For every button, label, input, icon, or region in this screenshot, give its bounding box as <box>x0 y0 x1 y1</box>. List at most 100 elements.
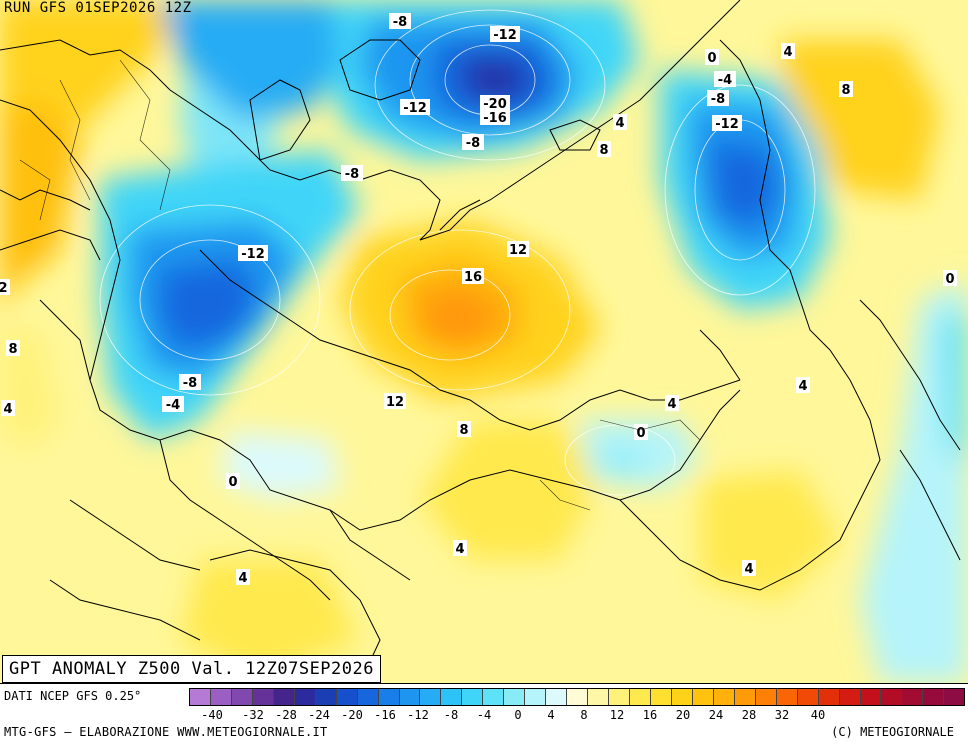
contour-label-text: -8 <box>345 167 359 182</box>
colorbar-swatch <box>483 689 505 705</box>
colorbar-swatch <box>420 689 442 705</box>
contour-label-text: 4 <box>615 116 624 131</box>
colorbar-swatch <box>525 689 547 705</box>
colorbar-tick-label: -12 <box>407 708 429 722</box>
data-source-label: DATI NCEP GFS 0.25° <box>4 689 142 703</box>
contour-label-text: 4 <box>744 562 753 577</box>
contour-label-n8-e: -8 <box>179 374 201 391</box>
colorbar-swatch <box>609 689 631 705</box>
colorbar-tick-label: -8 <box>443 708 459 722</box>
contour-label-text: 12 <box>509 243 527 258</box>
colorbar-swatch <box>713 689 735 705</box>
contour-label-text: 0 <box>945 272 954 287</box>
colorbar-swatch <box>944 689 965 705</box>
contour-label-4-g: 4 <box>236 569 250 586</box>
contour-label-4-b: 4 <box>613 114 627 131</box>
contour-label-8-d: 8 <box>6 340 20 357</box>
contour-label-text: 4 <box>238 571 247 586</box>
colorbar-swatch <box>567 689 589 705</box>
contour-label-n4-b: -4 <box>162 396 184 413</box>
contour-label-text: 0 <box>707 51 716 66</box>
colorbar-swatch <box>630 689 651 705</box>
contour-label-12-a: 12 <box>507 241 529 258</box>
contour-label-8-c: 8 <box>457 421 471 438</box>
colorbar-swatch <box>210 689 232 705</box>
contour-label-text: -4 <box>718 73 732 88</box>
colorbar-swatch <box>588 689 610 705</box>
contour-label-n12-d: -12 <box>238 245 268 262</box>
colorbar-tick-label: 12 <box>609 708 625 722</box>
contour-label-16: 16 <box>462 268 484 285</box>
contour-label-2-edge: 2 <box>0 279 10 296</box>
run-title: RUN GFS 01SEP2026 12Z <box>4 0 192 16</box>
contour-label-text: -8 <box>711 92 725 107</box>
colorbar-swatch <box>273 689 295 705</box>
legend-footer: DATI NCEP GFS 0.25° -40 -32 -28 -24 -20 -16 -1… <box>0 683 968 746</box>
coastlines-borders <box>0 0 961 683</box>
contour-label-text: 4 <box>455 542 464 557</box>
colorbar-tick-label: 20 <box>675 708 691 722</box>
contour-label-text: 0 <box>228 475 237 490</box>
colorbar-swatch <box>357 689 379 705</box>
colorbar-swatch <box>336 689 358 705</box>
colorbar-swatch <box>776 689 798 705</box>
colorbar-tick-label: 16 <box>642 708 658 722</box>
contour-label-4-f: 4 <box>742 560 756 577</box>
contour-label-text: 8 <box>841 83 850 98</box>
contour-label-text: 2 <box>0 281 8 296</box>
colorbar-swatch <box>462 689 484 705</box>
contour-label-text: 4 <box>667 397 676 412</box>
colorbar-tick-label: -20 <box>341 708 363 722</box>
colorbar-tick-label: -24 <box>308 708 330 722</box>
colorbar-swatch <box>650 689 672 705</box>
colorbar-swatch <box>839 689 861 705</box>
contour-label-8-a: 8 <box>839 81 853 98</box>
contour-label-4-e: 4 <box>453 540 467 557</box>
contour-label-text: -12 <box>715 117 739 132</box>
colorbar-swatch <box>671 689 693 705</box>
colorbar-tick-label: -16 <box>374 708 396 722</box>
colorbar-swatch <box>797 689 819 705</box>
colorbar-swatch <box>755 689 777 705</box>
colorbar-tick-label: -40 <box>201 708 223 722</box>
colorbar-swatch <box>399 689 421 705</box>
colorbar-swatch <box>860 689 882 705</box>
contour-label-n8-a: -8 <box>389 13 411 30</box>
colorbar-tick-label: 32 <box>774 708 790 722</box>
contour-label-text: -20 <box>483 97 507 112</box>
contour-label-n12-c: -12 <box>712 115 742 132</box>
colorbar-swatch <box>546 689 568 705</box>
contour-label-text: -12 <box>493 28 517 43</box>
contour-label-text: -8 <box>183 376 197 391</box>
contour-label-text: 12 <box>386 395 404 410</box>
colorbar-tick-label: 28 <box>741 708 757 722</box>
contour-label-0-b: 0 <box>634 424 648 441</box>
contour-label-text: 4 <box>783 45 792 60</box>
contour-label-12-b: 12 <box>384 393 406 410</box>
contour-label-n12-b: -12 <box>400 99 430 116</box>
contour-label-n8-b: -8 <box>462 134 484 151</box>
colorbar-swatch <box>252 689 274 705</box>
contour-label-text: -4 <box>166 398 180 413</box>
contour-label-text: -8 <box>393 15 407 30</box>
contour-label-text: 4 <box>798 379 807 394</box>
colorbar-swatch <box>818 689 840 705</box>
contour-label-n4-a: -4 <box>714 71 736 88</box>
colorbar-tick-label: 24 <box>708 708 724 722</box>
colorbar-swatch <box>441 689 463 705</box>
colorbar-tick-label: -28 <box>275 708 297 722</box>
contour-label-n16: -16 <box>480 109 510 126</box>
colorbar-tick-label: 8 <box>580 708 588 722</box>
credit-left: MTG-GFS — ELABORAZIONE WWW.METEOGIORNALE… <box>4 725 328 739</box>
contour-label-text: 16 <box>464 270 482 285</box>
contour-label-0-d: 0 <box>943 270 957 287</box>
colorbar-swatch <box>692 689 714 705</box>
contour-label-n20: -20 <box>480 95 510 112</box>
colorbar-swatch <box>294 689 316 705</box>
colorbar-swatch <box>881 689 903 705</box>
colorbar-tick-label: -4 <box>476 708 492 722</box>
anomaly-field <box>0 0 968 683</box>
map-title: GPT ANOMALY Z500 Val. 12Z07SEP2026 <box>2 655 381 683</box>
